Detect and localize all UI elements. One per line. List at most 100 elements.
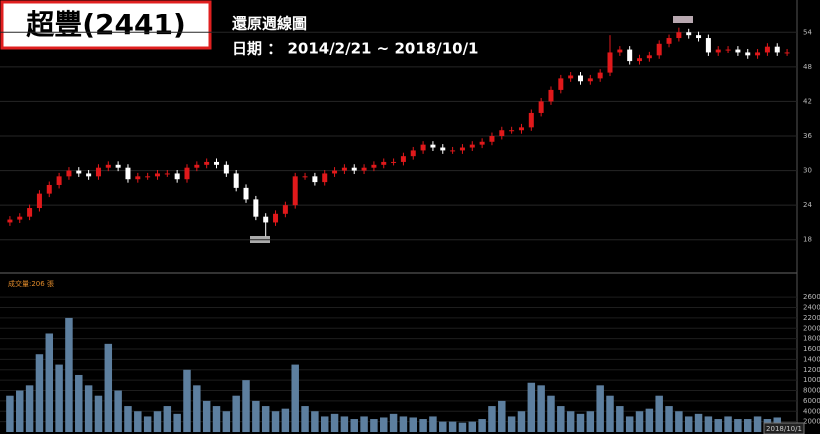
volume-bar [153,411,162,432]
volume-bar [389,413,398,432]
candle-body [646,55,652,59]
candle-body [204,161,210,165]
volume-bar [94,395,103,432]
volume-bar [507,416,516,432]
volume-bar [65,317,73,432]
volume-bar [6,395,14,432]
candle-body [154,173,160,177]
volume-bar [724,416,732,432]
candle-body [725,49,731,51]
volume-bar [16,390,24,432]
candle-body [705,38,711,53]
candle-body [637,58,643,62]
candle-body [764,46,770,53]
candle-body [36,193,42,209]
volume-bar [261,406,270,432]
y-tick-label: 42 [803,97,812,105]
volume-bar [704,416,713,432]
volume-bar [370,419,378,432]
title-box [0,0,212,50]
volume-bar [193,385,201,432]
volume-bar [645,408,654,432]
volume-label: 成交量:206 張 [8,279,54,288]
candle-body [46,184,52,194]
volume-bar [527,382,536,432]
candle-body [76,170,82,174]
candle-body [420,144,426,151]
candle-body [656,43,662,56]
candle-body [86,173,92,177]
y-tick-label: 2000 [803,418,820,426]
y-tick-label: 8000 [803,387,820,395]
volume-bar [684,416,693,432]
candle-body [273,213,279,223]
volume-bar [173,413,181,432]
volume-bar [143,416,152,432]
x-end-label: 2018/10/1 [766,425,802,433]
volume-bar [743,419,752,432]
y-tick-label: 24000 [803,304,820,312]
candle-body [56,176,62,185]
volume-bar [183,369,191,432]
y-tick-label: 14000 [803,355,820,363]
candle-body [263,216,269,223]
date-range: 日期 ： 2014/2/21 ~ 2018/10/1 [232,40,479,58]
candle-body [125,167,131,180]
candle-body [371,164,377,168]
candle-body [105,164,111,168]
y-tick-label: 30 [803,167,812,175]
volume-bar [311,411,319,432]
candle-body [577,75,583,82]
volume-bar [320,416,329,432]
candle-body [607,52,613,73]
candle-body [351,167,357,171]
volume-bar [232,395,240,432]
candle-body [509,130,515,132]
volume-bar [360,416,368,432]
volume-bar [340,416,349,432]
candle-body [253,199,259,217]
volume-bar [675,411,683,432]
y-tick-label: 22000 [803,314,820,322]
y-tick-label: 36 [803,132,812,140]
volume-bar [25,385,34,432]
candle-body [676,32,682,39]
candle-body [332,170,338,174]
candle-body [95,167,101,177]
volume-bar [429,416,437,432]
volume-bar [242,380,250,432]
y-tick-label: 18000 [803,335,820,343]
candle-body [745,52,751,56]
candle-body [361,167,367,171]
high-marker [673,16,693,23]
volume-bar [439,421,447,432]
volume-bar [281,408,290,432]
candle-body [135,176,141,180]
candle-body [735,49,741,53]
volume-bar [586,411,595,432]
volume-bar [271,411,280,432]
candle-body [479,141,485,145]
y-tick-label: 48 [803,63,812,71]
candle-body [597,72,603,79]
volume-bar [55,364,63,432]
date-box [763,422,805,434]
candle-body [115,164,121,168]
volume-bar [753,416,762,432]
volume-bar [448,421,457,432]
volume-bar [350,419,358,432]
volume-bar [498,400,506,432]
volume-bar [35,354,44,432]
candle-body [341,167,347,171]
volume-bar [694,413,703,432]
candle-body [302,176,308,178]
volume-bar [576,413,585,432]
volume-bar [537,385,545,432]
title: 超豐(2441) [26,8,186,41]
candle-body [381,161,387,165]
volume-bar [163,406,172,432]
volume-bar [596,385,604,432]
candle-body [696,35,702,39]
volume-bar [330,413,339,432]
